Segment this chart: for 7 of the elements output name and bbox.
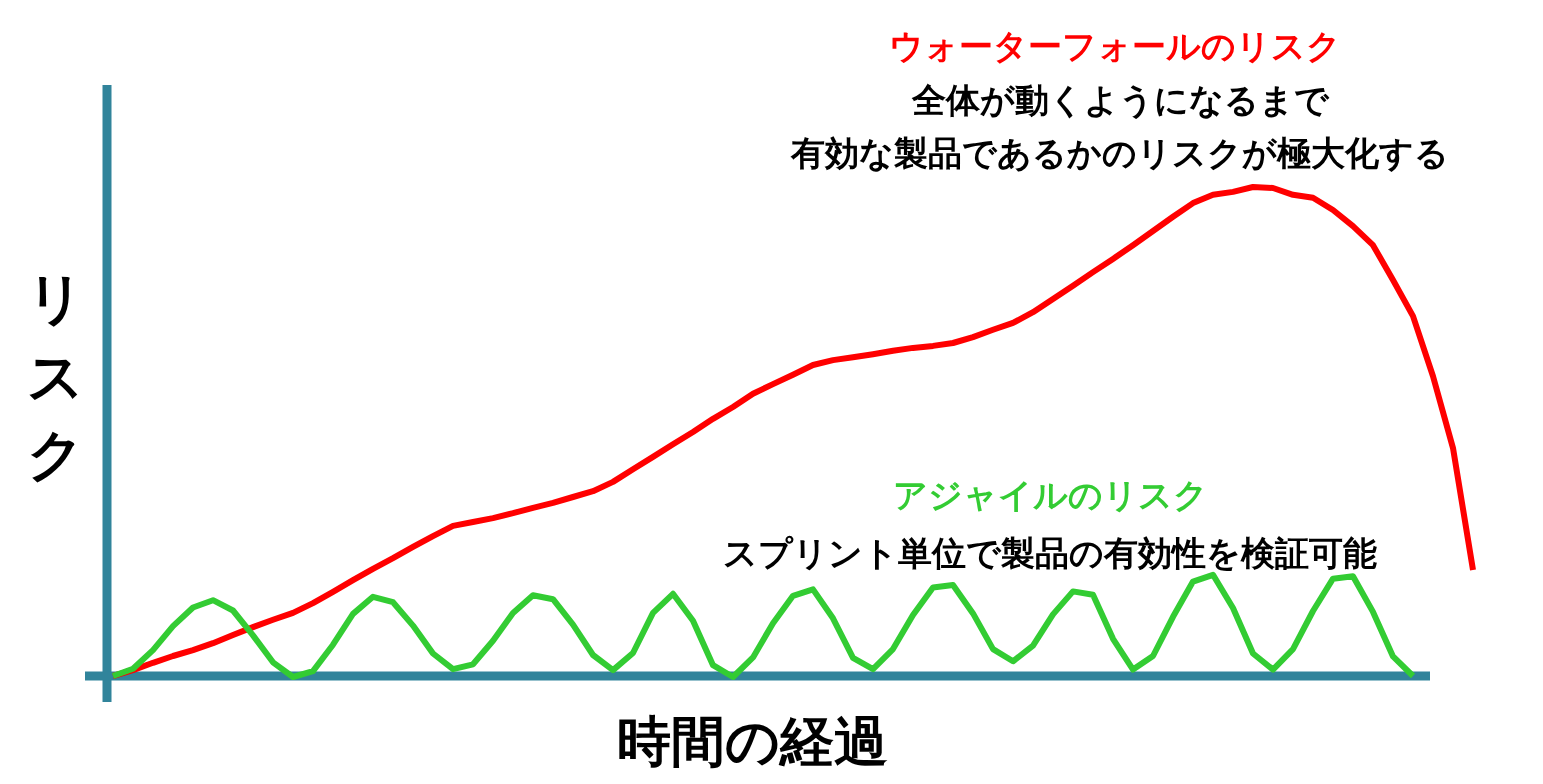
text: ウォーターフォールのリスク	[889, 26, 1341, 66]
text: 全体が動くようになるまで	[910, 80, 1330, 120]
y-axis-title: リスク	[26, 266, 84, 487]
x-axis-title: 時間の経過	[616, 710, 888, 773]
text: 有効な製品であるかのリスクが極大化する	[790, 133, 1449, 173]
series-label: アジャイルのリスク	[892, 475, 1208, 515]
annotation: スプリント単位で製品の有効性を検証可能	[723, 533, 1377, 573]
